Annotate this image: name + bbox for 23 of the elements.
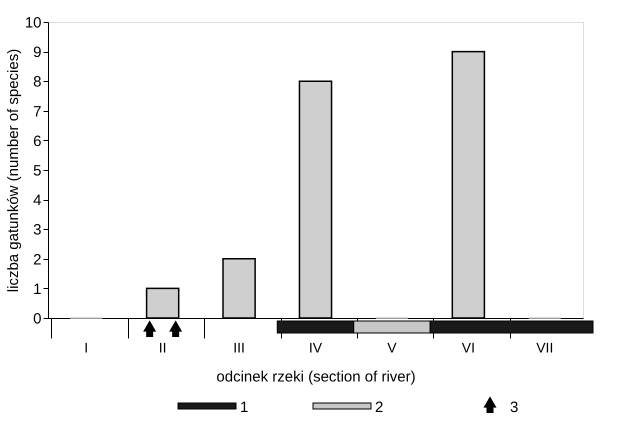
y-tick-label: 10 <box>24 14 42 32</box>
y-tick-label: 4 <box>33 192 42 210</box>
x-tick-label: V <box>387 340 398 356</box>
y-tick-label: 2 <box>33 251 42 268</box>
y-tick-label: 5 <box>33 162 42 180</box>
x-tick-label: I <box>84 340 88 356</box>
y-tick-label: 3 <box>33 222 42 239</box>
y-tick-label: 0 <box>33 310 42 328</box>
y-tick-label: 7 <box>33 103 42 120</box>
text: 3 <box>510 399 518 416</box>
x-tick-label: III <box>233 340 245 356</box>
x-tick-label: IV <box>308 340 323 356</box>
y-tick-label: 1 <box>33 280 42 298</box>
x-tick-label: II <box>158 340 167 356</box>
x-tick-label: VI <box>462 340 475 356</box>
text: 1 <box>240 399 248 416</box>
y-tick-label: 9 <box>33 44 42 62</box>
x-tick-label: VII <box>536 340 554 356</box>
x-axis-title: odcinek rzeki (section of river) <box>216 368 416 386</box>
text: 2 <box>375 399 384 416</box>
y-tick-label: 6 <box>33 132 42 150</box>
y-axis-title: liczba gatunków (number of species) <box>4 48 22 292</box>
y-tick-label: 8 <box>33 74 42 91</box>
